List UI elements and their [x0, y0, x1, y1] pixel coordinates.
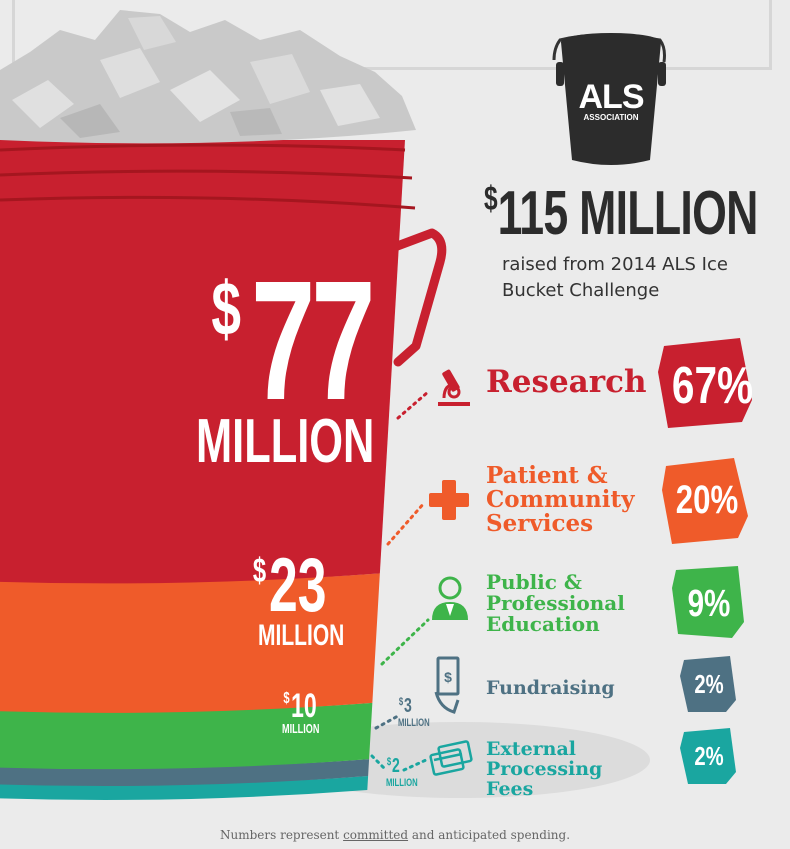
bucket-layers: [0, 140, 405, 800]
bucket-layer-education: [0, 702, 373, 770]
amount-value: 3: [404, 695, 412, 717]
pct-fundraising: 2%: [694, 669, 724, 699]
logo-als-text: ALS: [579, 78, 644, 116]
svg-text:$: $: [444, 669, 452, 685]
amount-fundraising: $3 MILLION: [398, 696, 443, 729]
category-label-fundraising: Fundraising: [486, 677, 615, 699]
pct-patient: 20%: [675, 478, 739, 522]
amount-value: 23: [268, 543, 327, 628]
badge-processing: [680, 728, 736, 784]
money-hand-icon: $: [434, 656, 460, 714]
credit-card-icon: [429, 740, 473, 776]
total-amount: $115 MILLION: [484, 178, 758, 249]
footnote-post: and anticipated spending.: [408, 828, 571, 842]
amount-processing: $2 MILLION: [386, 756, 431, 789]
connector-lines: [370, 390, 430, 772]
pct-processing: 2%: [694, 741, 724, 771]
amount-dollar: $: [386, 756, 392, 768]
amount-education: $10 MILLION: [282, 687, 335, 736]
amount-dollar: $: [211, 267, 241, 352]
amount-value: 77: [251, 246, 376, 436]
amount-value: 10: [290, 687, 317, 725]
plus-cross-icon: [429, 480, 469, 520]
amount-unit: MILLION: [258, 619, 345, 652]
als-logo: ALS ASSOCIATION: [552, 33, 666, 165]
badge-education: [672, 566, 744, 638]
ice-cubes: [0, 10, 416, 144]
logo-association-text: ASSOCIATION: [584, 113, 639, 122]
footnote-link[interactable]: committed: [343, 828, 409, 842]
category-label-education: Public & Professional Education: [486, 570, 625, 636]
educator-icon: [432, 576, 468, 620]
amount-research: $77 MILLION: [182, 246, 451, 476]
microscope-icon: [438, 369, 470, 406]
total-caption: raised from 2014 ALS Ice Bucket Challeng…: [502, 254, 728, 301]
badge-fundraising: [680, 656, 736, 712]
total-value: 115 MILLION: [497, 179, 759, 248]
pct-education: 9%: [687, 583, 731, 625]
amount-unit: MILLION: [282, 721, 320, 736]
amount-unit: MILLION: [386, 777, 418, 789]
footnote: Numbers represent committed and anticipa…: [0, 828, 790, 842]
category-label-processing: External Processing Fees: [486, 738, 603, 800]
amount-dollar: $: [252, 552, 267, 590]
pct-research: 67%: [671, 357, 754, 415]
amount-value: 2: [392, 755, 400, 777]
amount-unit: MILLION: [196, 407, 375, 476]
bucket-layer-patient: [0, 573, 380, 713]
amount-dollar: $: [283, 690, 290, 707]
category-label-research: Research: [486, 364, 647, 400]
bucket-layer-research: [0, 140, 405, 584]
amount-dollar: $: [398, 696, 404, 708]
badge-patient: [662, 458, 748, 544]
amount-patient: $23 MILLION: [250, 543, 381, 652]
total-dollar: $: [484, 180, 498, 218]
badge-research: [658, 338, 752, 428]
footnote-pre: Numbers represent: [219, 828, 344, 842]
category-label-patient: Patient & Community Services: [486, 462, 635, 538]
bucket-rim-ridges: [0, 143, 416, 210]
background-frame: [12, 0, 772, 70]
amount-unit: MILLION: [398, 717, 430, 729]
bucket-handle: [387, 228, 447, 367]
